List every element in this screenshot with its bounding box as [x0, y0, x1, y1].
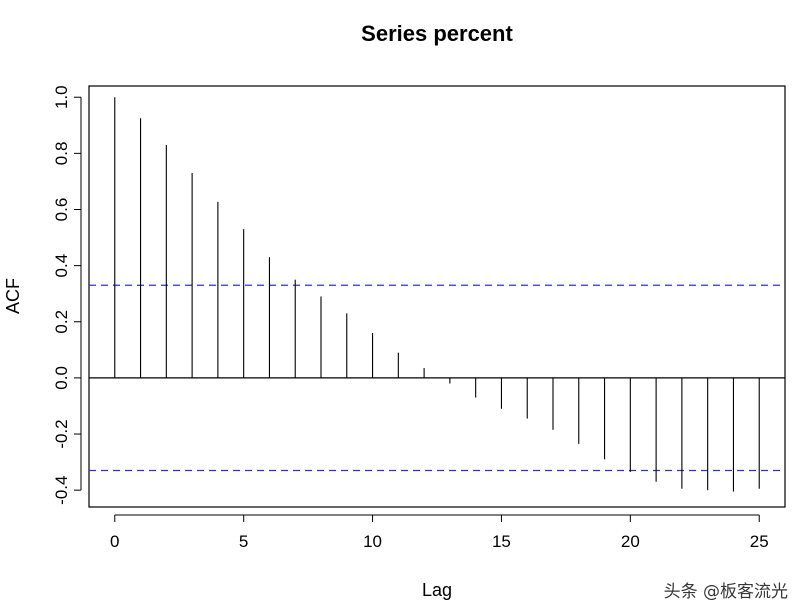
x-axis: 0 5 10 15 20 25 — [110, 514, 769, 551]
chart-title: Series percent — [361, 21, 513, 46]
x-axis-label: Lag — [422, 580, 452, 600]
y-tick-label: 0.0 — [52, 366, 71, 390]
confidence-bounds — [89, 284, 785, 472]
x-tick-label: 15 — [492, 532, 511, 551]
y-tick-label: 0.2 — [52, 310, 71, 334]
y-tick-label: 0.4 — [52, 254, 71, 278]
x-tick-label: 25 — [750, 532, 769, 551]
x-tick-label: 0 — [110, 532, 119, 551]
y-tick-label: 0.8 — [52, 142, 71, 166]
acf-bars — [114, 97, 760, 492]
y-tick-label: -0.2 — [52, 419, 71, 448]
y-axis: -0.4 -0.2 0.0 0.2 0.4 0.6 0.8 1.0 — [52, 85, 82, 505]
watermark-text: 头条 @板客流光 — [663, 582, 788, 602]
x-tick-label: 10 — [363, 532, 382, 551]
plot-frame — [88, 85, 786, 508]
y-tick-label: 1.0 — [52, 85, 71, 109]
y-axis-label: ACF — [3, 278, 23, 314]
y-tick-label: 0.6 — [52, 198, 71, 222]
x-tick-label: 5 — [239, 532, 248, 551]
x-tick-label: 20 — [621, 532, 640, 551]
y-tick-label: -0.4 — [52, 476, 71, 505]
